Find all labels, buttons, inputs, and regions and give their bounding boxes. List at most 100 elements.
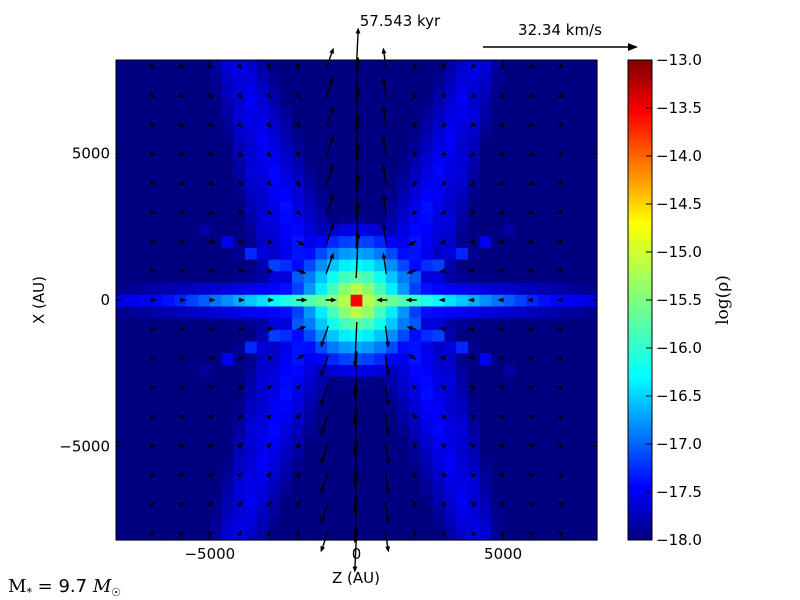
heatmap-cell [291,364,305,377]
heatmap-cell [550,387,563,401]
heatmap-cell [303,95,317,108]
heatmap-cell [514,71,528,85]
heatmap-cell [479,305,493,319]
heatmap-cell [280,165,293,178]
heatmap-cell [338,188,352,202]
heatmap-cell [245,153,258,166]
heatmap-cell [550,141,563,155]
heatmap-cell [514,364,528,377]
heatmap-cell [456,200,469,213]
heatmap-cell [198,153,211,166]
heatmap-cell [585,165,598,178]
velocity-arrow [527,385,534,391]
heatmap-cell [397,177,410,190]
velocity-arrow [468,326,475,332]
heatmap-cell [327,177,340,190]
heatmap-cell [233,270,246,284]
heatmap-cell [585,458,598,471]
heatmap-cell [538,95,551,108]
heatmap-cell [491,200,504,213]
heatmap-cell [174,446,187,459]
heatmap-cell [573,270,586,284]
heatmap-cell [151,177,164,190]
heatmap-cell [256,329,270,342]
heatmap-cell [538,399,551,412]
velocity-arrow [439,239,446,244]
heatmap-cell [491,223,504,237]
heatmap-cell [280,118,293,131]
heatmap-cell [514,235,528,248]
heatmap-cell [338,153,352,166]
heatmap-cell [338,387,352,401]
heatmap-cell [456,305,469,319]
heatmap-cell [291,200,305,213]
heatmap-cell [151,528,164,541]
heatmap-cell [362,376,375,389]
heatmap-cell [256,504,270,518]
heatmap-cell [327,235,340,248]
heatmap-cell [303,235,317,248]
heatmap-cell [338,223,352,237]
heatmap-cell [421,60,434,73]
heatmap-cell [467,212,481,225]
heatmap-cell [491,106,504,120]
velocity-arrow [440,209,447,215]
heatmap-cell [421,95,434,108]
heatmap-cell [503,71,516,85]
heatmap-cell [409,516,422,529]
heatmap-cell [374,60,387,73]
heatmap-cell [444,317,457,330]
heatmap-cell [151,446,164,459]
velocity-arrow [265,530,271,537]
heatmap-cell [327,153,340,166]
heatmap-cell [233,200,246,213]
heatmap-cell [315,177,328,190]
heatmap-cell [162,446,176,459]
velocity-arrow [413,63,418,70]
heatmap-cell [338,469,352,483]
heatmap-cell [397,305,410,319]
heatmap-cell [385,60,399,73]
heatmap-cell [209,118,223,131]
heatmap-cell [397,376,410,389]
heatmap-cell [151,223,164,237]
heatmap-cell [338,493,352,506]
heatmap-cell [116,399,129,412]
heatmap-cell [315,317,328,330]
heatmap-cell [116,376,129,389]
heatmap-cell [573,387,586,401]
velocity-arrow [266,209,273,215]
heatmap-cell [350,458,363,471]
heatmap-cell [526,153,539,166]
heatmap-cell [456,118,469,131]
velocity-arrow [498,414,505,420]
heatmap-cell [221,434,234,447]
heatmap-cell [374,469,387,483]
heatmap-cell [256,177,270,190]
heatmap-cell [151,434,164,447]
heatmap-cell [162,469,176,483]
heatmap-cell [585,247,598,260]
heatmap-cell [538,458,551,471]
heatmap-cell [491,141,504,155]
heatmap-cell [561,481,575,494]
heatmap-cell [116,504,129,518]
heatmap-cell [151,411,164,424]
heatmap-cell [198,458,211,471]
heatmap-cell [338,294,352,307]
heatmap-cell [256,118,270,131]
velocity-arrow [527,209,534,215]
heatmap-cell [467,504,481,518]
velocity-arrow [178,151,186,157]
heatmap-cell [550,282,563,295]
heatmap-cell [573,247,586,260]
heatmap-cell [550,340,563,354]
heatmap-cell [362,305,375,319]
heatmap-cell [503,329,516,342]
heatmap-cell [561,223,575,237]
heatmap-cell [280,364,293,377]
heatmap-cell [491,387,504,401]
heatmap-cell [503,493,516,506]
velocity-arrow [209,268,216,274]
